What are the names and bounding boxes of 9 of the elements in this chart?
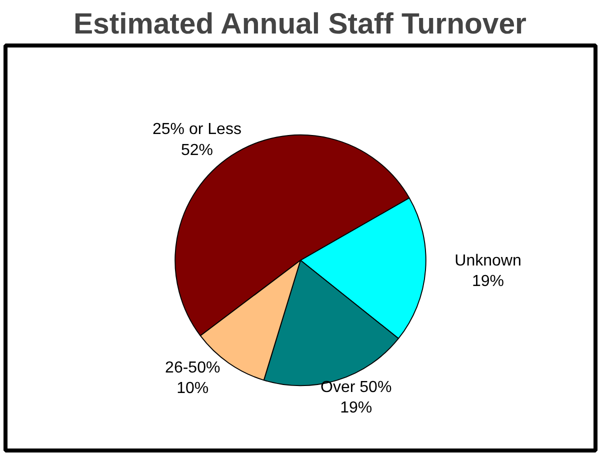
slice-label: Over 50% <box>320 378 392 396</box>
data-label: 19% <box>472 273 504 290</box>
data-label: 52% <box>180 142 213 160</box>
slice-label: 26-50% <box>165 359 220 376</box>
chart-title: Estimated Annual Staff Turnover <box>73 8 526 40</box>
data-label: 10% <box>176 380 209 398</box>
data-label: 19% <box>340 400 372 417</box>
slice-label: Unknown <box>454 252 522 270</box>
slice-label: 25% or Less <box>152 121 242 138</box>
